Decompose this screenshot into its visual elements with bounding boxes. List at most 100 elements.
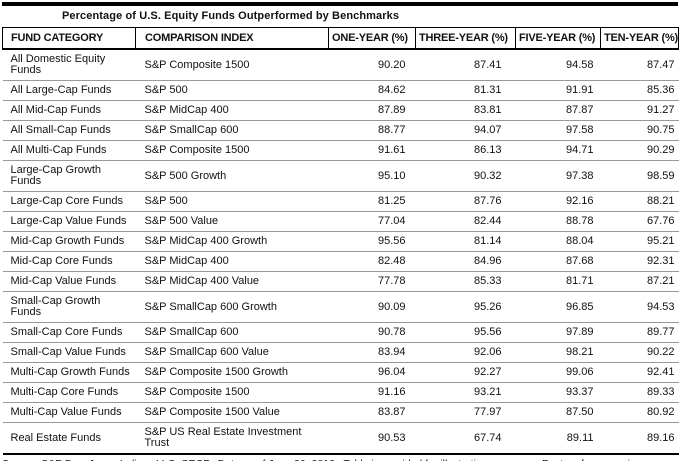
fund-category-cell: Multi-Cap Core Funds [2,382,136,403]
three-year-cell: 92.27 [415,362,516,383]
five-year-cell: 87.68 [515,251,601,272]
one-year-cell: 95.56 [328,231,416,252]
one-year-cell: 81.25 [328,191,416,212]
five-year-cell: 91.91 [515,80,601,101]
table-row: Small-Cap Core Funds S&P SmallCap 600 90… [2,322,679,343]
table-row: Multi-Cap Value Funds S&P Composite 1500… [2,402,679,423]
header-ten-year: TEN-YEAR (%) [600,27,679,50]
five-year-cell: 89.11 [515,422,601,455]
comparison-index-cell: S&P US Real Estate Investment Trust [135,422,329,455]
fund-category-cell: All Domestic Equity Funds [2,49,136,81]
ten-year-cell: 89.33 [600,382,679,403]
three-year-cell: 95.26 [415,291,516,323]
table-row: All Mid-Cap Funds S&P MidCap 400 87.89 8… [2,100,679,121]
comparison-index-cell: S&P SmallCap 600 [135,322,329,343]
fund-category-cell: All Small-Cap Funds [2,120,136,141]
fund-category-cell: All Multi-Cap Funds [2,140,136,161]
one-year-cell: 87.89 [328,100,416,121]
ten-year-cell: 89.77 [600,322,679,343]
ten-year-cell: 67.76 [600,211,679,232]
one-year-cell: 96.04 [328,362,416,383]
five-year-cell: 87.87 [515,100,601,121]
fund-category-cell: Large-Cap Growth Funds [2,160,136,192]
comparison-index-cell: S&P Composite 1500 [135,382,329,403]
table-header: FUND CATEGORY COMPARISON INDEX ONE-YEAR … [2,27,679,50]
comparison-index-cell: S&P MidCap 400 [135,251,329,272]
three-year-cell: 90.32 [415,160,516,192]
one-year-cell: 90.53 [328,422,416,455]
three-year-cell: 83.81 [415,100,516,121]
one-year-cell: 91.61 [328,140,416,161]
comparison-index-cell: S&P SmallCap 600 Growth [135,291,329,323]
three-year-cell: 92.06 [415,342,516,363]
table-row: All Domestic Equity Funds S&P Composite … [2,49,679,81]
comparison-index-cell: S&P Composite 1500 Growth [135,362,329,383]
fund-category-cell: Multi-Cap Value Funds [2,402,136,423]
funds-outperformed-table: FUND CATEGORY COMPARISON INDEX ONE-YEAR … [2,27,679,455]
top-rule [2,2,678,6]
three-year-cell: 81.14 [415,231,516,252]
fund-category-cell: Real Estate Funds [2,422,136,455]
ten-year-cell: 85.36 [600,80,679,101]
fund-category-cell: Mid-Cap Core Funds [2,251,136,272]
comparison-index-cell: S&P 500 [135,191,329,212]
comparison-index-cell: S&P MidCap 400 Value [135,271,329,292]
fund-category-cell: Small-Cap Value Funds [2,342,136,363]
ten-year-cell: 89.16 [600,422,679,455]
table-title: Percentage of U.S. Equity Funds Outperfo… [62,10,400,22]
five-year-cell: 88.04 [515,231,601,252]
fund-category-cell: Small-Cap Growth Funds [2,291,136,323]
ten-year-cell: 92.41 [600,362,679,383]
ten-year-cell: 90.75 [600,120,679,141]
ten-year-cell: 94.53 [600,291,679,323]
three-year-cell: 84.96 [415,251,516,272]
one-year-cell: 82.48 [328,251,416,272]
ten-year-cell: 87.47 [600,49,679,81]
three-year-cell: 86.13 [415,140,516,161]
ten-year-cell: 88.21 [600,191,679,212]
table-row: All Large-Cap Funds S&P 500 84.62 81.31 … [2,80,679,101]
three-year-cell: 93.21 [415,382,516,403]
three-year-cell: 85.33 [415,271,516,292]
comparison-index-cell: S&P 500 Growth [135,160,329,192]
ten-year-cell: 90.29 [600,140,679,161]
three-year-cell: 67.74 [415,422,516,455]
comparison-index-cell: S&P SmallCap 600 [135,120,329,141]
five-year-cell: 98.21 [515,342,601,363]
header-row: FUND CATEGORY COMPARISON INDEX ONE-YEAR … [2,27,679,50]
source-footnote: Source: S&P Dow Jones Indices LLC, CRSP.… [2,455,678,461]
comparison-index-cell: S&P 500 Value [135,211,329,232]
table-row: Mid-Cap Value Funds S&P MidCap 400 Value… [2,271,679,292]
table-row: Large-Cap Value Funds S&P 500 Value 77.0… [2,211,679,232]
three-year-cell: 87.76 [415,191,516,212]
table-row: Multi-Cap Core Funds S&P Composite 1500 … [2,382,679,403]
five-year-cell: 94.71 [515,140,601,161]
header-three-year: THREE-YEAR (%) [415,27,516,50]
one-year-cell: 90.78 [328,322,416,343]
five-year-cell: 88.78 [515,211,601,232]
table-row: Large-Cap Core Funds S&P 500 81.25 87.76… [2,191,679,212]
table-row: Large-Cap Growth Funds S&P 500 Growth 95… [2,160,679,192]
five-year-cell: 97.38 [515,160,601,192]
five-year-cell: 81.71 [515,271,601,292]
five-year-cell: 97.58 [515,120,601,141]
table-row: All Small-Cap Funds S&P SmallCap 600 88.… [2,120,679,141]
ten-year-cell: 80.92 [600,402,679,423]
table-row: Mid-Cap Core Funds S&P MidCap 400 82.48 … [2,251,679,272]
header-comparison-index: COMPARISON INDEX [135,27,329,50]
five-year-cell: 99.06 [515,362,601,383]
five-year-cell: 87.50 [515,402,601,423]
fund-category-cell: Mid-Cap Value Funds [2,271,136,292]
three-year-cell: 77.97 [415,402,516,423]
comparison-index-cell: S&P MidCap 400 Growth [135,231,329,252]
ten-year-cell: 92.31 [600,251,679,272]
five-year-cell: 93.37 [515,382,601,403]
three-year-cell: 94.07 [415,120,516,141]
table-row: Small-Cap Growth Funds S&P SmallCap 600 … [2,291,679,323]
comparison-index-cell: S&P MidCap 400 [135,100,329,121]
three-year-cell: 87.41 [415,49,516,81]
five-year-cell: 96.85 [515,291,601,323]
ten-year-cell: 87.21 [600,271,679,292]
fund-category-cell: Large-Cap Value Funds [2,211,136,232]
comparison-index-cell: S&P Composite 1500 Value [135,402,329,423]
